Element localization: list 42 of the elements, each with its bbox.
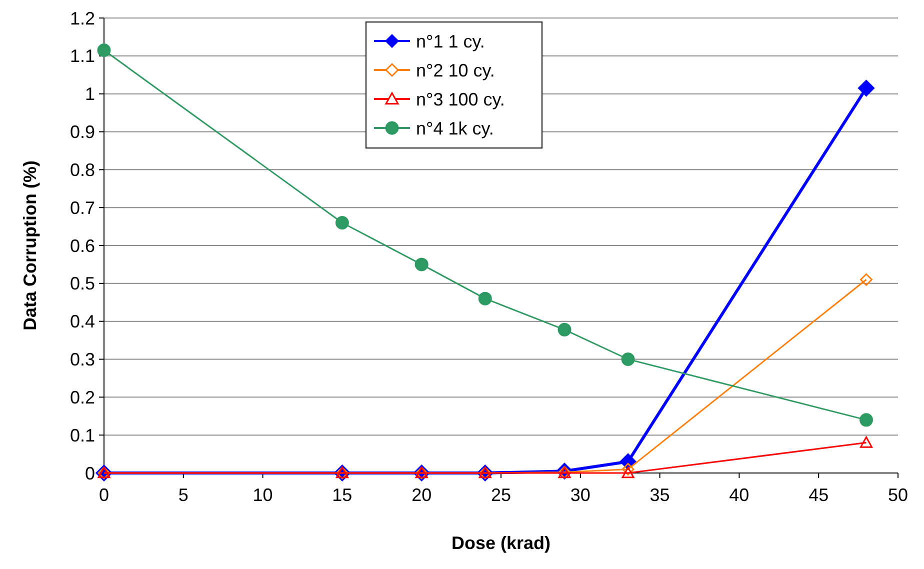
y-tick-label: 0.1 [70, 425, 95, 446]
point [558, 322, 572, 336]
legend-label: n°3 100 cy. [416, 89, 505, 110]
y-tick-label: 0.3 [70, 350, 95, 370]
x-axis-title: Dose (krad) [451, 533, 551, 553]
point [860, 436, 872, 448]
legend-label: n°4 1k cy. [416, 118, 494, 138]
point [622, 462, 634, 476]
legend-label: n°2 10 cy. [416, 60, 495, 80]
y-tick-label: 0.4 [70, 312, 95, 332]
point [622, 466, 634, 478]
x-tick-label: 20 [412, 485, 432, 505]
point [860, 273, 872, 286]
point [478, 292, 492, 306]
y-tick-label: 0.2 [70, 387, 95, 408]
x-tick-label: 50 [888, 485, 908, 505]
x-tick-label: 30 [570, 485, 590, 505]
point [858, 80, 874, 96]
legend-label: n°1 1 cy. [416, 31, 485, 52]
point [335, 216, 349, 230]
x-tick-label: 10 [252, 485, 273, 505]
y-tick-label: 0.8 [70, 160, 95, 180]
x-tick-label: 25 [490, 485, 512, 505]
y-tick-label: 1.1 [70, 46, 95, 66]
point [97, 43, 111, 57]
y-tick-label: 0.6 [70, 236, 95, 256]
x-tick-label: 0 [98, 485, 110, 505]
y-tick-label: 0.7 [70, 198, 95, 218]
point [414, 258, 428, 272]
x-tick-label: 45 [808, 485, 829, 505]
point [859, 413, 873, 427]
y-tick-label: 0 [84, 463, 95, 484]
x-tick-label: 35 [650, 485, 670, 505]
y-axis-title: Data Corruption (%) [20, 160, 40, 330]
y-tick-label: 1 [84, 84, 95, 104]
y-tick-label: 0.9 [70, 122, 95, 142]
y-tick-label: 0.5 [70, 274, 95, 294]
x-tick-label: 40 [729, 485, 750, 505]
x-tick-label: 15 [332, 485, 352, 505]
x-tick-label: 5 [178, 485, 188, 505]
point [621, 352, 635, 366]
y-tick-label: 1.2 [70, 8, 95, 28]
